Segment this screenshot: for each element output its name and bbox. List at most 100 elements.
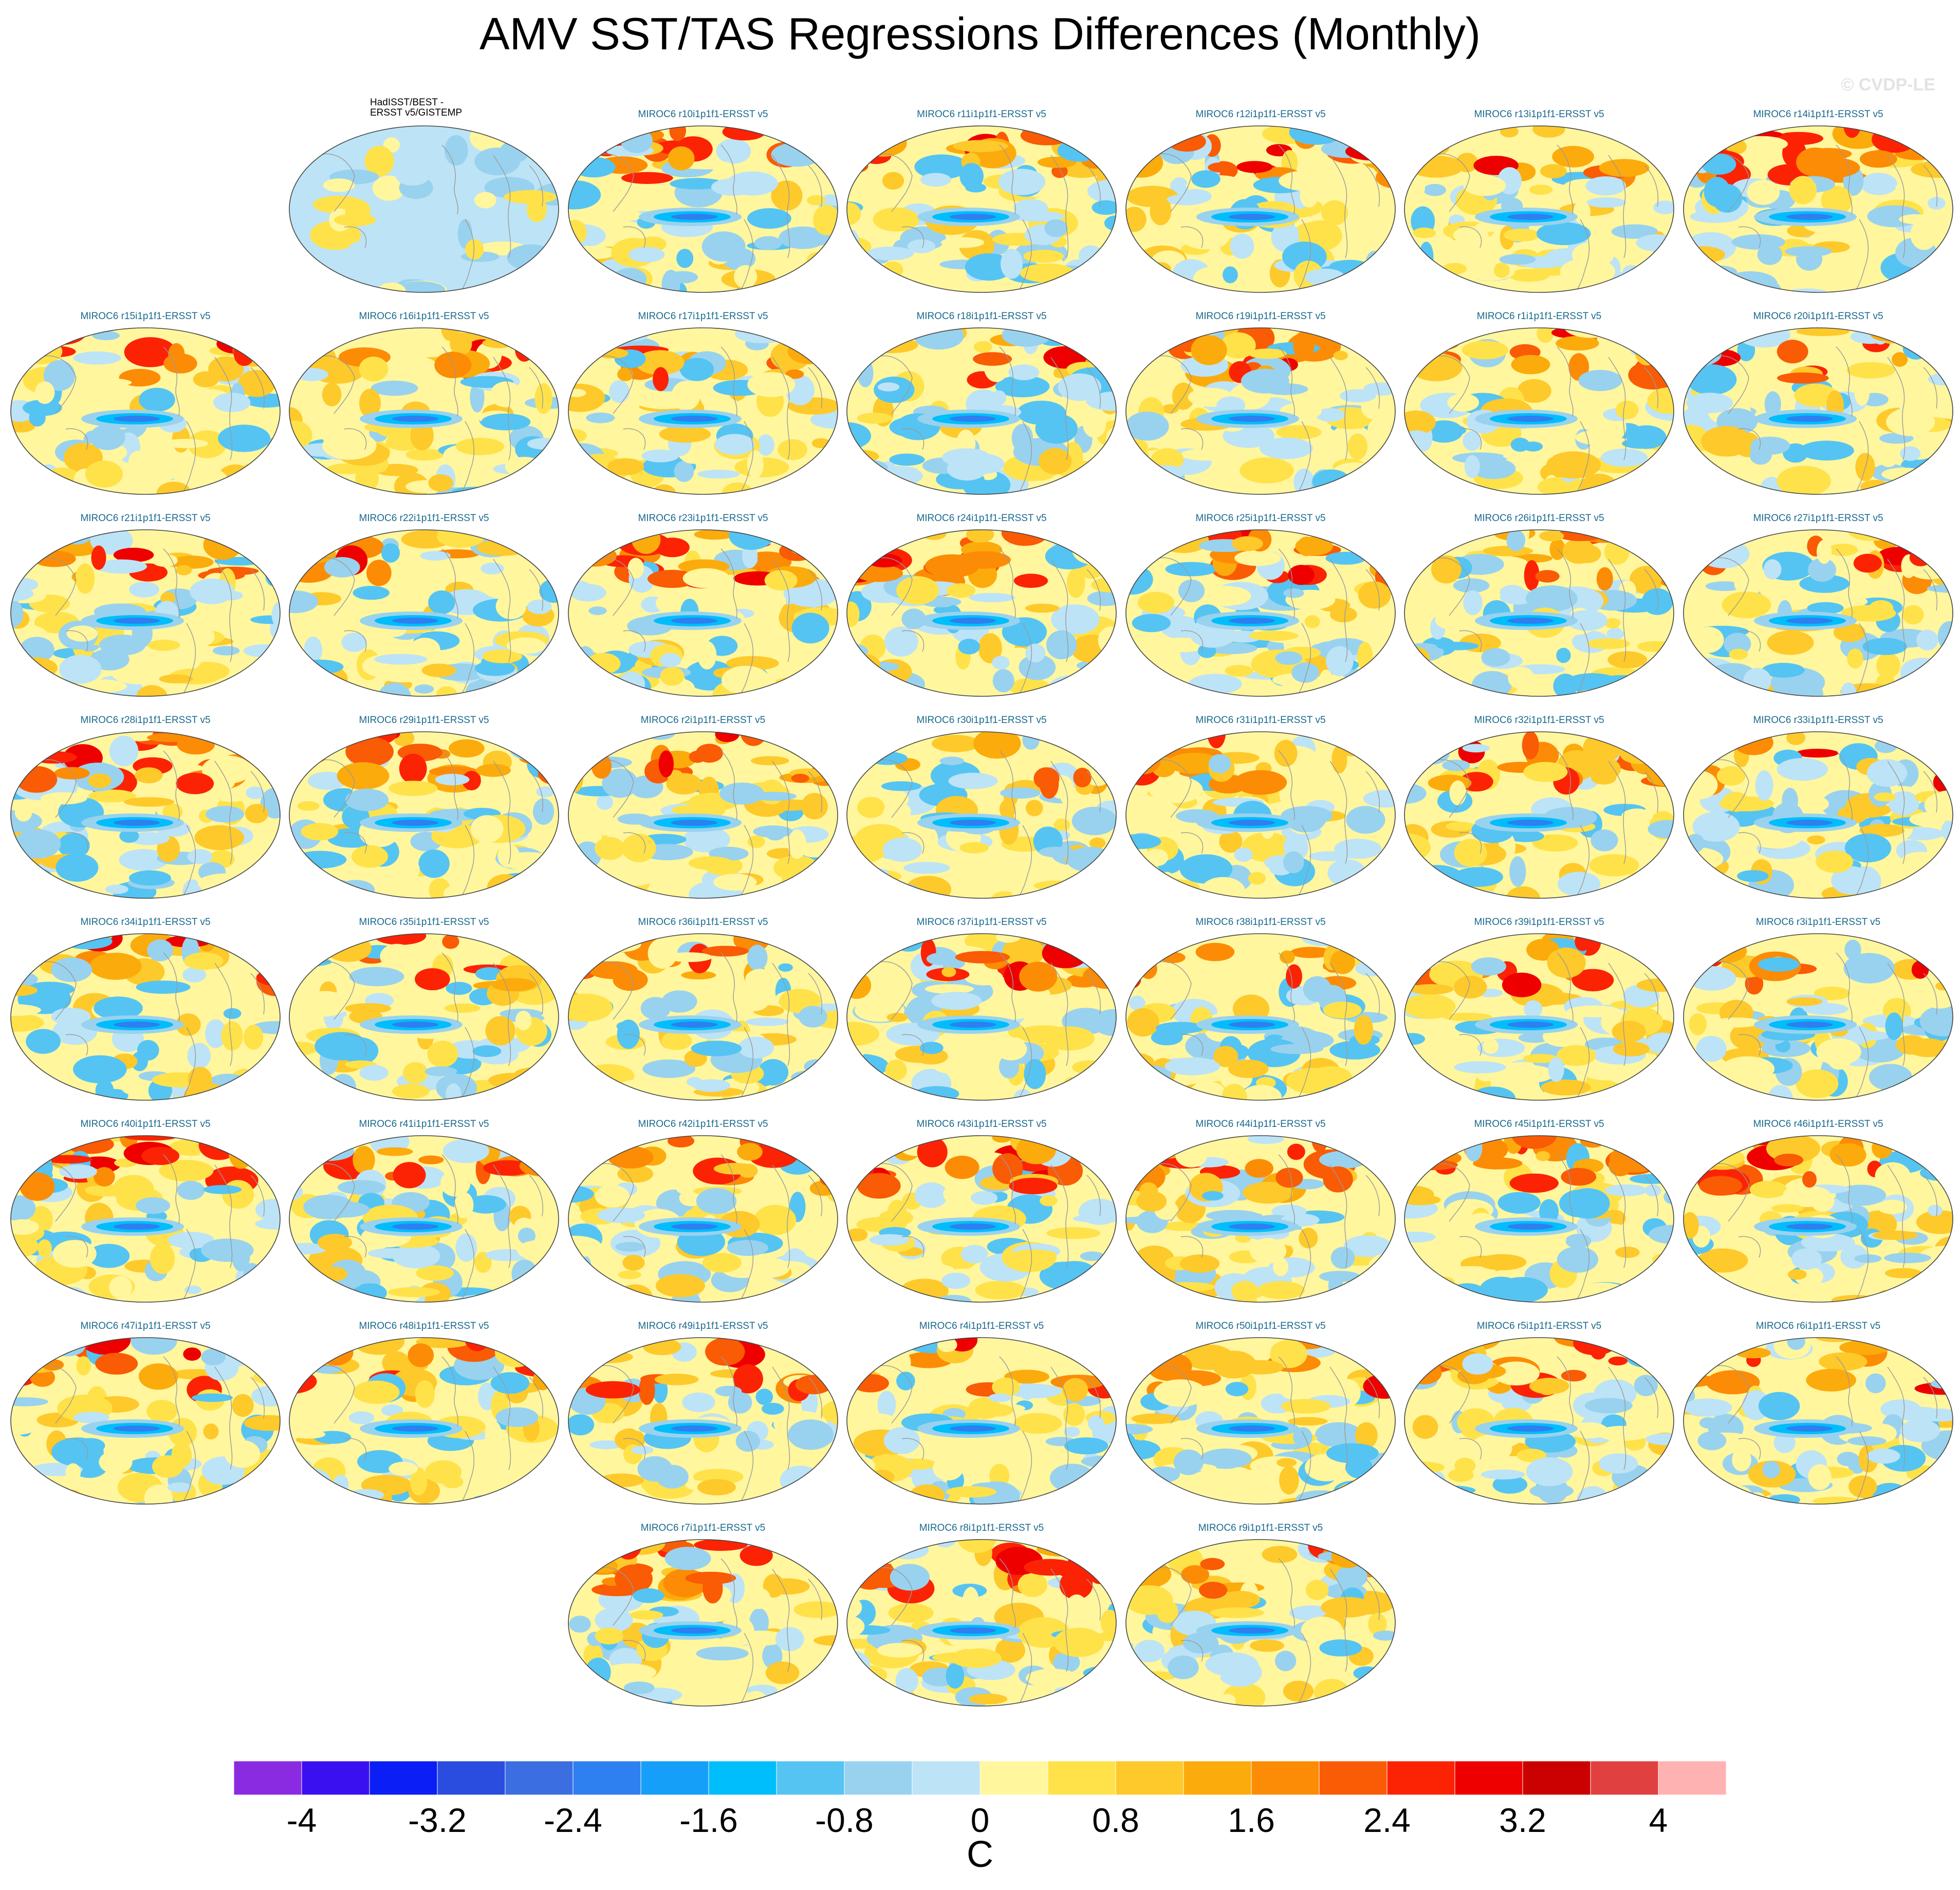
coastline <box>462 623 475 693</box>
anomaly-patch <box>1250 1639 1284 1652</box>
anomaly-patch <box>1022 732 1040 750</box>
coastline <box>214 761 233 864</box>
coastline <box>1836 548 1853 619</box>
anomaly-patch <box>1536 1151 1550 1161</box>
anomaly-patch <box>1012 1448 1062 1470</box>
coastline <box>65 428 88 450</box>
anomaly-patch <box>597 1207 645 1224</box>
anomaly-patch <box>182 967 207 983</box>
anomaly-patch <box>105 884 128 894</box>
anomaly-patch <box>1260 437 1313 459</box>
anomaly-patch <box>1645 261 1674 282</box>
anomaly-patch <box>1557 1246 1598 1273</box>
coastline <box>1299 219 1311 289</box>
anomaly-patch <box>1453 226 1489 245</box>
panel-label: MIROC6 r3i1p1f1-ERSST v5 <box>1755 917 1881 928</box>
cold-tongue <box>114 1425 160 1432</box>
anomaly-patch <box>520 1474 559 1495</box>
anomaly-patch <box>1228 1060 1269 1078</box>
coastline <box>623 1236 646 1258</box>
anomaly-patch <box>1009 1177 1058 1195</box>
anomaly-patch <box>1039 768 1059 799</box>
anomaly-patch <box>847 1486 872 1504</box>
anomaly-patch <box>1713 530 1750 535</box>
anomaly-patch <box>1691 936 1735 954</box>
coastline <box>1329 1366 1348 1470</box>
map-panel: MIROC6 r28i1p1f1-ERSST v5 <box>9 715 282 905</box>
anomaly-patch <box>1303 976 1332 1002</box>
anomaly-patch <box>1404 461 1425 481</box>
anomaly-patch <box>1431 555 1462 584</box>
cold-tongue <box>671 820 717 826</box>
map-panel: MIROC6 r47i1p1f1-ERSST v5 <box>9 1321 282 1511</box>
anomaly-patch <box>754 236 782 250</box>
map-border <box>568 1135 838 1303</box>
anomaly-patch <box>1546 451 1601 479</box>
anomaly-patch <box>1339 677 1388 696</box>
anomaly-patch <box>1066 1488 1116 1500</box>
anomaly-patch <box>1387 541 1395 559</box>
anomaly-patch <box>493 1488 532 1504</box>
anomaly-patch <box>1626 934 1674 946</box>
panel-label: MIROC6 r11i1p1f1-ERSST v5 <box>917 109 1046 120</box>
anomaly-patch <box>159 644 202 673</box>
coastline <box>1020 1431 1032 1501</box>
anomaly-patch <box>444 1003 480 1013</box>
anomaly-patch <box>1065 1594 1088 1623</box>
anomaly-patch <box>1126 1672 1152 1685</box>
coastline <box>441 1356 458 1426</box>
anomaly-patch <box>1158 872 1176 898</box>
global-map <box>568 125 838 293</box>
anomaly-patch <box>1013 573 1048 588</box>
anomaly-patch <box>615 1242 645 1252</box>
anomaly-patch <box>1473 1157 1523 1170</box>
anomaly-patch <box>1162 1499 1190 1504</box>
anomaly-patch <box>1612 1021 1646 1043</box>
anomaly-patch <box>1684 1088 1714 1100</box>
anomaly-patch <box>1604 539 1630 565</box>
anomaly-patch <box>1404 551 1418 575</box>
anomaly-patch <box>1370 328 1395 333</box>
coastline <box>876 1567 913 1626</box>
anomaly-patch <box>1247 1136 1284 1144</box>
panel-label: MIROC6 r26i1p1f1-ERSST v5 <box>1474 513 1604 524</box>
anomaly-patch <box>1356 732 1395 761</box>
anomaly-patch <box>1599 159 1650 177</box>
anomaly-patch <box>1011 1249 1057 1259</box>
anomaly-patch <box>374 934 427 945</box>
anomaly-patch <box>474 192 496 209</box>
coastline <box>1459 428 1482 450</box>
anomaly-patch <box>585 732 607 753</box>
anomaly-patch <box>568 1690 604 1703</box>
anomaly-patch <box>265 566 280 586</box>
global-map <box>1404 327 1674 495</box>
anomaly-patch <box>568 1140 597 1162</box>
anomaly-patch <box>420 551 451 561</box>
coastline <box>1712 355 1749 414</box>
anomaly-patch <box>1924 254 1951 285</box>
anomaly-patch <box>1021 147 1059 159</box>
map-panel: MIROC6 r42i1p1f1-ERSST v5 <box>567 1119 839 1309</box>
anomaly-patch <box>410 638 440 661</box>
anomaly-patch <box>1829 1144 1856 1165</box>
coastline <box>772 559 790 662</box>
map-panel: MIROC6 r26i1p1f1-ERSST v5 <box>1403 513 1675 703</box>
anomaly-patch <box>228 483 280 492</box>
anomaly-patch <box>1786 288 1828 292</box>
map-border <box>10 1135 281 1303</box>
coastline <box>1712 557 1749 616</box>
anomaly-patch <box>1876 653 1900 679</box>
anomaly-patch <box>869 1234 910 1246</box>
anomaly-patch <box>776 1086 829 1100</box>
anomaly-patch <box>1767 631 1814 655</box>
anomaly-patch <box>92 331 120 341</box>
anomaly-patch <box>1286 964 1302 989</box>
anomaly-patch <box>913 1264 954 1276</box>
coastline <box>1836 952 1853 1023</box>
anomaly-patch <box>747 372 796 397</box>
anomaly-patch <box>702 1253 742 1273</box>
global-map <box>568 1337 838 1505</box>
coastline <box>462 219 475 289</box>
anomaly-patch <box>642 1059 696 1078</box>
anomaly-patch <box>568 651 581 671</box>
